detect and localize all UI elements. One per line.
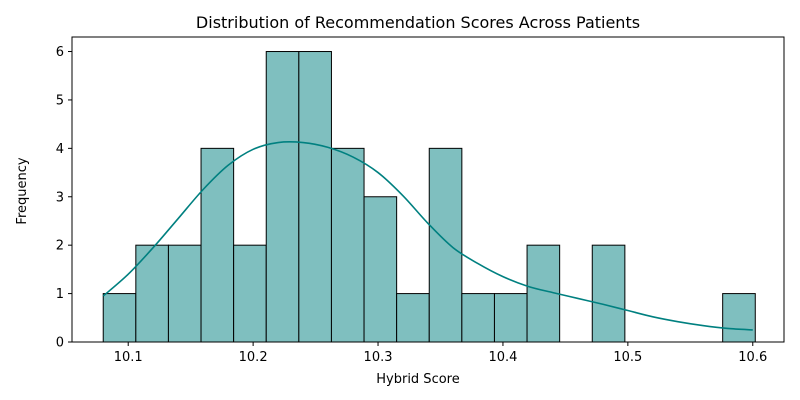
x-tick-label: 10.2 xyxy=(239,350,268,365)
x-tick-label: 10.6 xyxy=(738,350,767,365)
x-axis-title: Hybrid Score xyxy=(376,372,459,387)
ticks-layer: 10.1 10.2 10.3 10.4 10.5 10.6 0 1 2 3 4 5 6 xyxy=(56,45,768,365)
histogram-bar xyxy=(200,147,235,343)
histogram-bar xyxy=(461,293,495,343)
x-tick-label: 10.4 xyxy=(488,350,517,365)
axes-layer xyxy=(71,36,785,343)
y-tick-label: 2 xyxy=(56,239,64,254)
kde-curve xyxy=(102,141,753,331)
histogram-bar xyxy=(330,147,365,343)
y-axis-title: Frequency xyxy=(15,157,30,224)
bars-layer xyxy=(102,51,756,343)
chart-title: Distribution of Recommendation Scores Ac… xyxy=(196,13,640,32)
y-tick-label: 0 xyxy=(56,336,64,351)
histogram-bar xyxy=(591,244,626,343)
histogram-bar xyxy=(363,196,398,343)
x-tick-label: 10.3 xyxy=(364,350,393,365)
y-tick-label: 5 xyxy=(56,93,64,108)
x-tick-label: 10.5 xyxy=(613,350,642,365)
plot-frame xyxy=(71,36,785,343)
histogram-bar xyxy=(135,244,169,343)
kde-layer xyxy=(102,141,753,331)
histogram-bar xyxy=(493,293,528,343)
histogram-bar xyxy=(233,244,267,343)
y-tick-label: 6 xyxy=(56,45,64,60)
histogram-bar xyxy=(265,51,300,343)
histogram-bar xyxy=(396,293,430,343)
histogram-bar xyxy=(722,293,756,343)
histogram-bar xyxy=(428,147,463,343)
histogram-bar xyxy=(298,51,332,343)
histogram-bar xyxy=(102,293,137,343)
y-tick-label: 1 xyxy=(56,287,64,302)
y-tick-label: 4 xyxy=(56,142,64,157)
histogram-bar xyxy=(167,244,202,343)
y-tick-label: 3 xyxy=(56,190,64,205)
x-tick-label: 10.1 xyxy=(114,350,143,365)
